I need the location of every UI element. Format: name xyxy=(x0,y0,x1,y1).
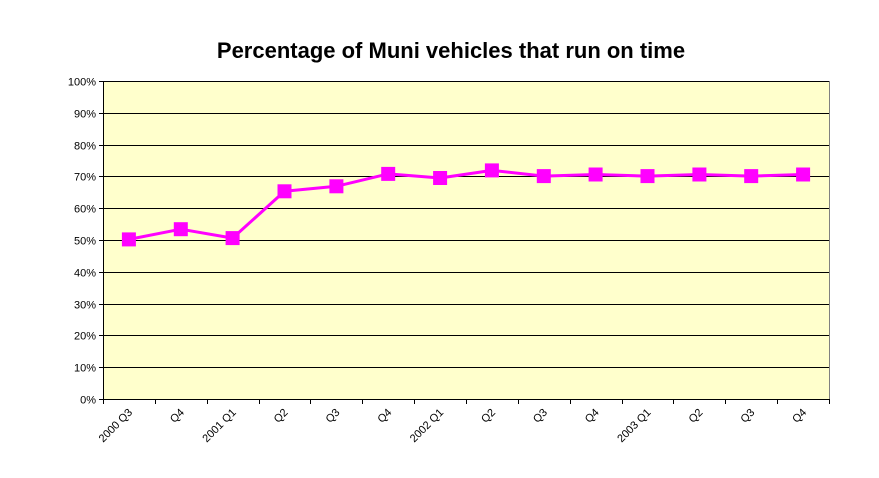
y-tick-label: 50% xyxy=(74,236,96,248)
x-tick-label: Q4 xyxy=(375,407,394,426)
data-point-marker xyxy=(692,167,707,182)
data-point-marker xyxy=(640,169,655,184)
x-tick-label: Q4 xyxy=(168,407,187,426)
y-axis-tick-labels: 0% 10% 20% 30% 40% 50% 60% 70% 80% 90% 100% xyxy=(68,77,96,407)
y-tick-label: 0% xyxy=(80,395,96,407)
y-tick-label: 80% xyxy=(74,141,96,153)
data-point-marker xyxy=(329,179,344,194)
data-point-marker xyxy=(433,171,448,185)
data-point-marker xyxy=(536,169,551,184)
data-point-marker xyxy=(121,232,136,247)
data-point-marker xyxy=(744,169,759,184)
series-group xyxy=(121,163,811,247)
axes xyxy=(99,81,830,404)
chart-title: Percentage of Muni vehicles that run on … xyxy=(217,38,685,63)
x-tick-label: 2000 Q3 xyxy=(97,407,135,445)
y-tick-label: 100% xyxy=(68,77,96,89)
y-tick-label: 90% xyxy=(74,109,96,121)
data-point-marker xyxy=(173,222,188,237)
data-point-marker xyxy=(588,167,603,182)
y-tick-label: 70% xyxy=(74,172,96,184)
x-tick-label: Q3 xyxy=(738,407,757,426)
y-tick-label: 30% xyxy=(74,300,96,312)
y-tick-label: 10% xyxy=(74,363,96,375)
data-point-marker xyxy=(484,163,499,178)
data-point-marker xyxy=(381,166,396,181)
data-point-marker xyxy=(277,184,292,199)
x-tick-label: Q2 xyxy=(687,407,706,426)
y-tick-label: 60% xyxy=(74,204,96,216)
y-tick-label: 20% xyxy=(74,331,96,343)
grid-lines xyxy=(103,81,829,400)
x-tick-label: 2002 Q1 xyxy=(408,407,446,445)
x-tick-label: Q2 xyxy=(479,407,498,426)
x-tick-label: 2003 Q1 xyxy=(615,407,653,445)
x-tick-label: Q4 xyxy=(790,407,809,426)
x-tick-label: Q3 xyxy=(324,407,343,426)
x-tick-label: 2001 Q1 xyxy=(200,407,238,445)
data-point-marker xyxy=(796,167,811,182)
x-axis-tick-labels: 2000 Q3 Q4 2001 Q1 Q2 Q3 Q4 2002 Q1 Q2 Q3 Q4 2003 … xyxy=(97,407,809,445)
x-tick-label: Q4 xyxy=(583,407,602,426)
x-tick-label: Q2 xyxy=(272,407,291,426)
series-line xyxy=(128,168,804,241)
y-tick-label: 40% xyxy=(74,268,96,280)
x-tick-label: Q3 xyxy=(531,407,550,426)
data-point-marker xyxy=(225,231,240,246)
